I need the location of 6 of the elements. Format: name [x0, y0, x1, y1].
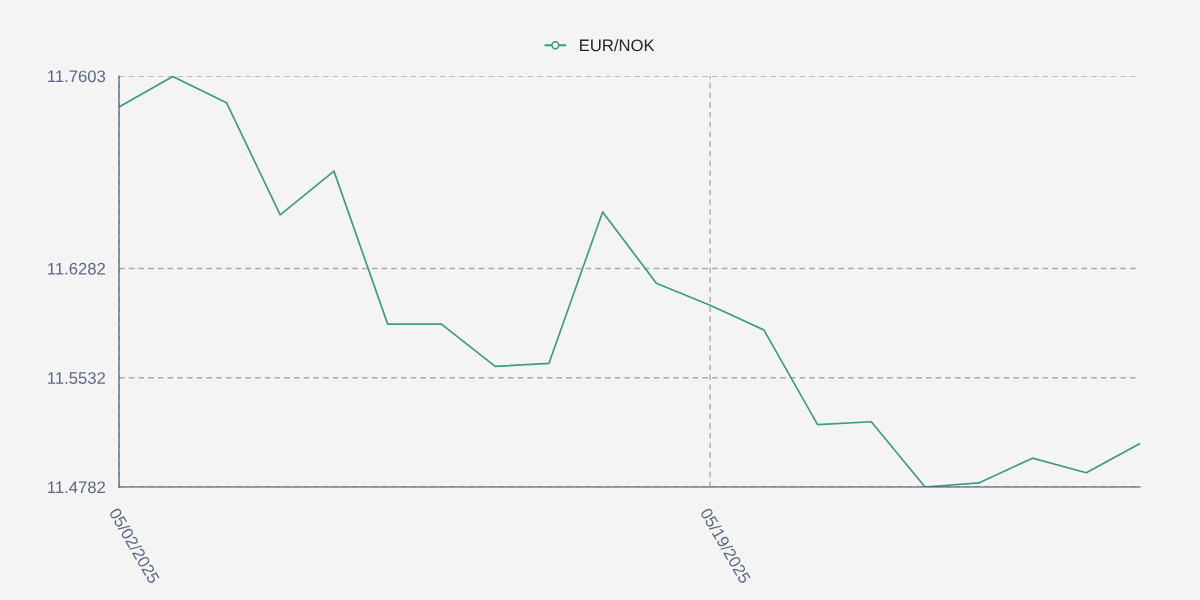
- line-series: [119, 76, 1140, 487]
- y-tick-label: 11.5532: [48, 372, 105, 384]
- y-tick-label: 11.6282: [48, 262, 105, 275]
- y-tick-label: 11.4782: [48, 481, 105, 494]
- y-tick-label: 11.7603: [48, 70, 106, 83]
- legend-label: EUR/NOK: [580, 39, 655, 52]
